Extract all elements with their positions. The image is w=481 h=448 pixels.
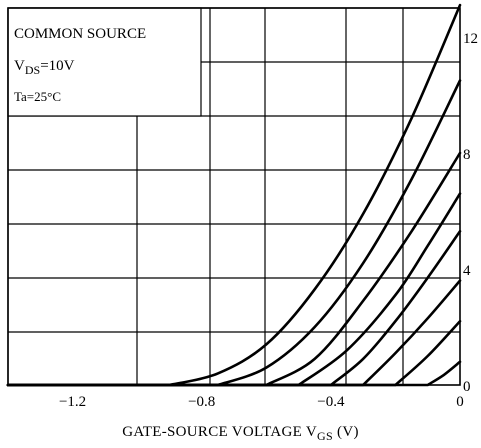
legend-vds-subscript: DS	[24, 63, 41, 77]
x-axis-label-subscript: GS	[317, 429, 333, 443]
series-line-0	[6, 3, 462, 387]
legend-common-source: COMMON SOURCE	[14, 26, 147, 42]
legend-box	[7, 7, 202, 117]
series-line-7	[6, 360, 462, 387]
series-line-3	[6, 192, 462, 387]
series-line-1	[6, 79, 462, 387]
legend-ta: Ta=25°C	[14, 89, 62, 104]
series-line-2	[6, 151, 462, 387]
legend-vds: VDS=10V	[14, 58, 74, 78]
y-tick-label-3: 12	[463, 31, 478, 47]
x-tick-label-1: −0.8	[188, 394, 215, 410]
series-line-4	[6, 230, 462, 387]
x-axis-label-main: GATE-SOURCE VOLTAGE V	[122, 424, 318, 440]
x-tick-label-2: −0.4	[317, 394, 345, 410]
x-axis-label: GATE-SOURCE VOLTAGE VGS (V)	[0, 424, 481, 444]
x-axis-label-unit: (V)	[333, 424, 359, 440]
series-line-6	[6, 319, 462, 387]
y-tick-label-0: 0	[463, 379, 471, 395]
legend-vds-v: V	[14, 58, 25, 74]
x-tick-labels: −1.2 −0.8 −0.4 0	[59, 394, 464, 410]
y-tick-label-1: 4	[463, 263, 471, 279]
y-tick-label-2: 8	[463, 147, 471, 163]
plot-frame	[7, 7, 461, 386]
y-tick-labels: 0 4 8 12	[463, 31, 478, 395]
series-line-5	[6, 279, 462, 387]
x-tick-label-0: −1.2	[59, 394, 86, 410]
curves	[6, 3, 462, 387]
legend-vds-value: =10V	[40, 58, 75, 74]
x-tick-label-3: 0	[456, 394, 464, 410]
